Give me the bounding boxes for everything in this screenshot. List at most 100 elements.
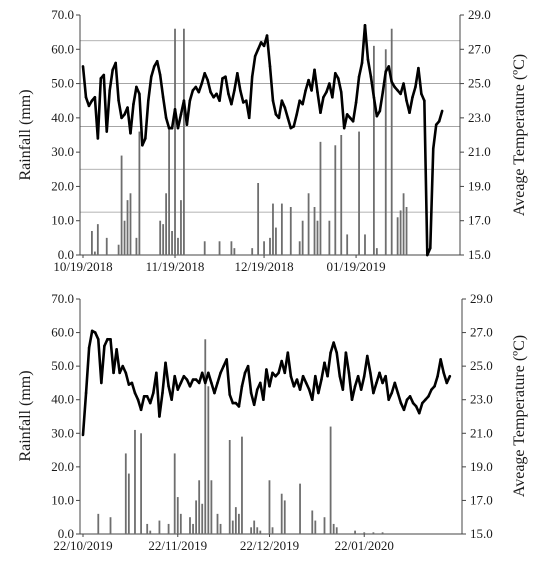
- temperature-line-segment: [170, 374, 177, 402]
- left-tick-label: 30.0: [51, 425, 74, 440]
- rainfall-bar: [335, 527, 338, 534]
- rainfall-bar: [269, 237, 271, 255]
- temperature-line-segment: [108, 68, 114, 92]
- rainfall-bar: [405, 207, 408, 255]
- temperature-line-segment: [317, 378, 323, 395]
- right-tick-label: 19.0: [470, 459, 493, 474]
- right-tick-label: 15.0: [468, 247, 491, 262]
- temperature-line-segment: [332, 341, 339, 355]
- temperature-line-segment: [417, 66, 423, 96]
- right-tick-label: 25.0: [468, 76, 491, 91]
- rainfall-bar: [354, 530, 356, 534]
- rainfall-bar: [332, 523, 335, 534]
- temperature-line-segment: [225, 358, 232, 396]
- rainfall-bar: [134, 429, 136, 534]
- temperature-line-segment: [359, 374, 366, 391]
- rainfall-bar: [146, 523, 149, 534]
- temperature-line-segment: [354, 75, 361, 104]
- rainfall-bar: [289, 207, 292, 255]
- left-tick-label: 30.0: [51, 144, 74, 159]
- rainfall-bar: [231, 520, 234, 534]
- temperature-line-segment: [286, 351, 293, 378]
- temperature-line-segment: [218, 77, 224, 103]
- left-tick-label: 50.0: [51, 76, 74, 91]
- temperature-line-segment: [319, 95, 325, 115]
- x-tick-label: 01/19/2019: [326, 259, 385, 274]
- temperature-line-segment: [230, 89, 236, 106]
- temperature-line-segment: [105, 89, 112, 133]
- temperature-line-segment: [81, 65, 88, 99]
- right-tick-label: 17.0: [468, 213, 491, 228]
- temperature-line-segment: [431, 123, 438, 151]
- x-tick-label: 11/19/2018: [146, 259, 205, 274]
- rainfall-bar: [268, 480, 271, 534]
- rainfall-bar: [207, 386, 210, 534]
- left-axis-title: Rainfall (mm): [17, 370, 34, 461]
- temperature-line-segment: [369, 371, 375, 395]
- rainfall-bar: [372, 45, 375, 255]
- temperature-line-segment: [396, 391, 403, 405]
- temperature-line-segment: [147, 75, 153, 103]
- rainfall-bar: [319, 141, 322, 255]
- temperature-line-segment: [161, 95, 168, 120]
- right-axis-title: Aveage Temperature (ºC): [511, 54, 528, 216]
- temperature-line-segment: [96, 77, 103, 140]
- x-tick-label: 10/19/2018: [53, 259, 112, 274]
- temperature-line-segment: [130, 381, 137, 395]
- temperature-line-segment: [369, 75, 376, 99]
- left-axis-title: Rainfall (mm): [17, 89, 34, 180]
- temperature-line-segment: [357, 61, 364, 79]
- temperature-line-segment: [185, 99, 192, 127]
- rainfall-bar: [234, 507, 237, 534]
- temperature-line-segment: [445, 374, 452, 385]
- rainfall-bar: [201, 503, 204, 534]
- rainfall-bar: [126, 200, 129, 255]
- rainfall-bar: [316, 220, 319, 255]
- rainfall-bar: [198, 480, 201, 534]
- temperature-line-segment: [350, 384, 357, 402]
- rainfall-bar: [216, 513, 219, 534]
- left-tick-label: 50.0: [51, 358, 74, 373]
- right-tick-label: 21.0: [468, 144, 491, 159]
- temperature-line-segment: [149, 65, 156, 79]
- temperature-line-segment: [402, 398, 409, 412]
- rainfall-bar: [167, 523, 170, 534]
- rainfall-bar: [399, 210, 402, 255]
- temperature-line-segment: [129, 102, 135, 135]
- rainfall-bar: [256, 527, 259, 534]
- left-tick-label: 0.0: [58, 526, 74, 541]
- temperature-line-segment: [331, 71, 337, 99]
- rainfall-bar: [298, 241, 301, 255]
- temperature-line-segment: [236, 71, 242, 92]
- rainfall-bar: [177, 237, 179, 255]
- rainfall-bar: [259, 530, 262, 534]
- rainfall-bar: [183, 28, 185, 256]
- rainfall-bar: [275, 227, 277, 255]
- rainfall-bar: [329, 426, 332, 534]
- temperature-line-segment: [365, 354, 372, 375]
- temperature-line-segment: [262, 368, 268, 402]
- temperature-line-segment: [138, 92, 144, 147]
- rainfall-bar: [241, 436, 243, 534]
- rainfall-bar: [311, 510, 314, 534]
- rainfall-bar: [364, 234, 366, 255]
- rainfall-bar: [253, 520, 256, 534]
- rainfall-bar: [271, 527, 274, 534]
- temperature-line-segment: [252, 388, 259, 407]
- rainfall-bar: [123, 220, 126, 255]
- rainfall-bar: [313, 207, 316, 255]
- temperature-line-segment: [100, 344, 106, 385]
- left-tick-label: 10.0: [51, 213, 74, 228]
- left-tick-label: 70.0: [51, 7, 74, 22]
- x-tick-label: 12/19/2018: [234, 259, 293, 274]
- right-tick-label: 17.0: [470, 492, 493, 507]
- rainfall-bar: [228, 440, 231, 534]
- rainfall-bar: [176, 497, 179, 534]
- right-tick-label: 27.0: [470, 325, 493, 340]
- temperature-line-segment: [341, 351, 348, 391]
- temperature-line-segment: [155, 59, 162, 77]
- rainfall-bar: [372, 532, 375, 534]
- temperature-line-segment: [344, 351, 351, 375]
- temperature-line-segment: [224, 75, 230, 96]
- rainfall-bar: [346, 234, 349, 255]
